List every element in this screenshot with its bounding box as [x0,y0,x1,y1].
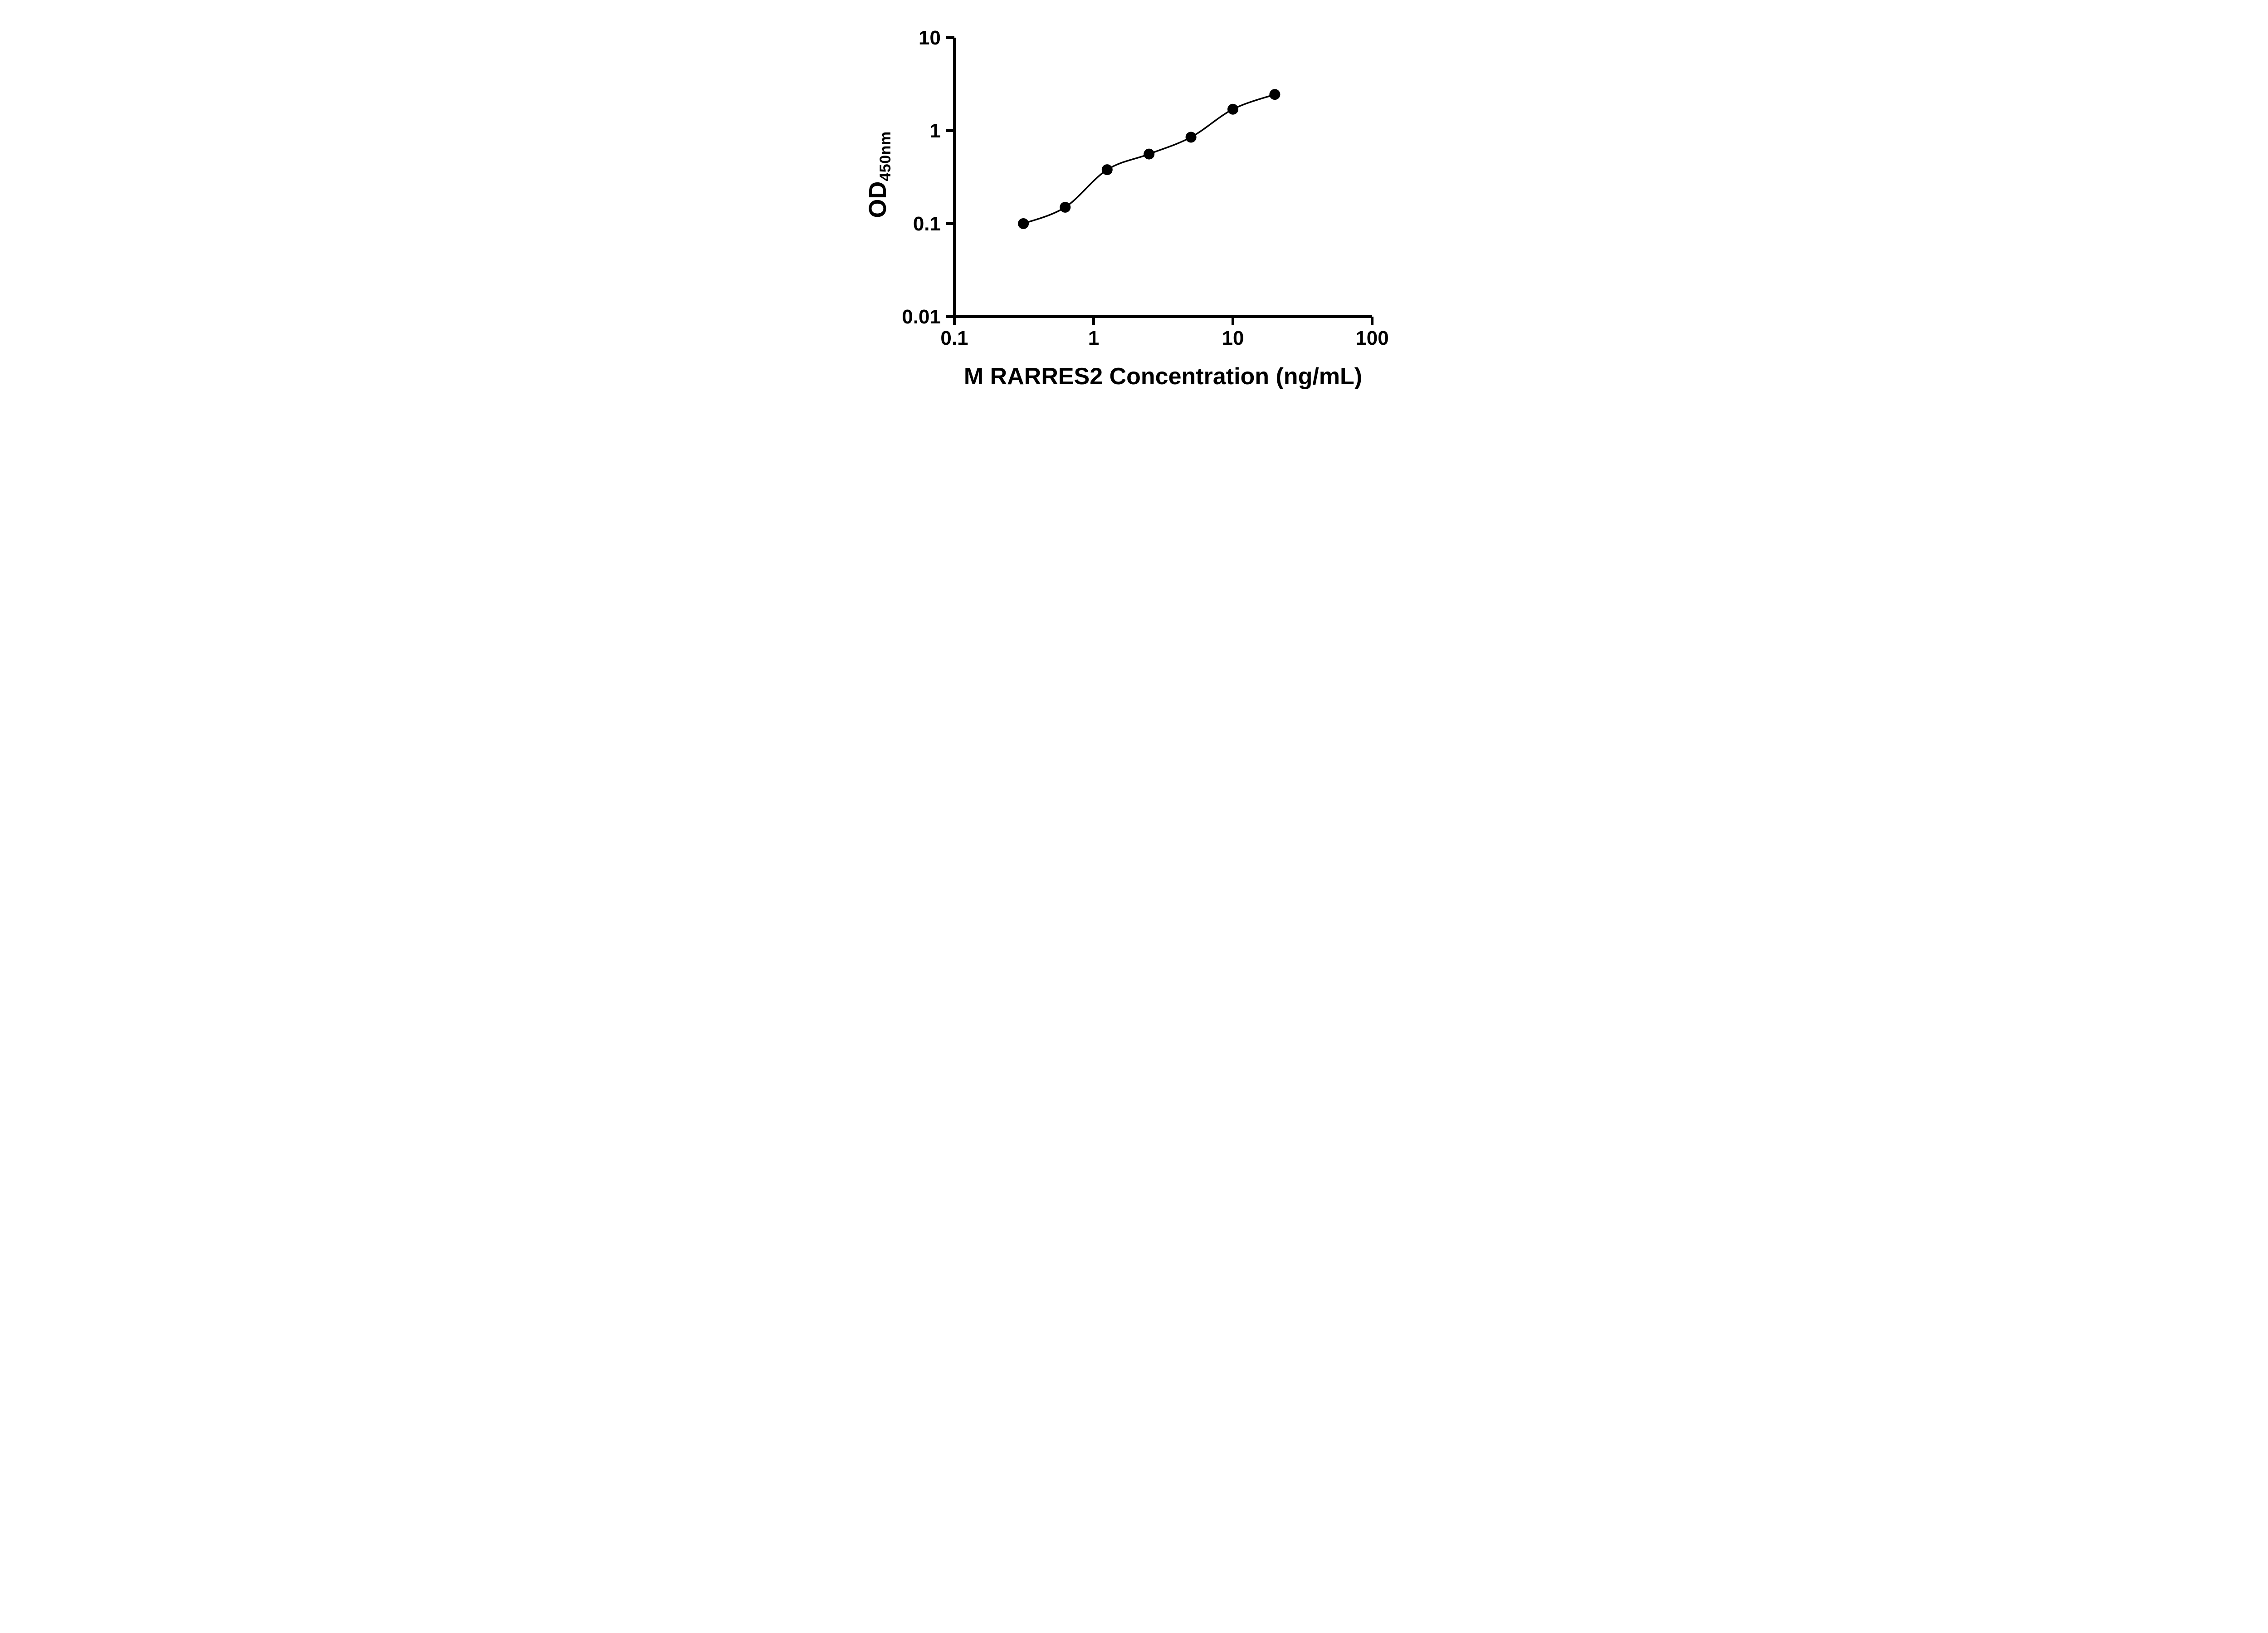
y-axis-title: OD450nm [864,131,894,218]
data-point [1059,201,1070,213]
data-point [1269,89,1280,100]
y-axis-title-main: OD [864,181,891,218]
page: 0.1 1 10 100 0.01 0.1 1 10 M RARRES2 Concentrat… [842,0,1426,408]
y-tick-label: 0.01 [902,306,941,328]
x-tick-label: 1 [1088,327,1099,349]
data-point [1227,103,1238,115]
x-tick-label: 10 [1222,327,1244,349]
y-axis-title-sub: 450nm [876,131,894,181]
data-point [1101,164,1113,176]
y-tick-label: 1 [929,120,940,142]
data-point [1185,132,1197,143]
x-tick-label: 100 [1355,327,1388,349]
y-tick-label: 10 [919,27,941,49]
x-axis-title: M RARRES2 Concentration (ng/mL) [963,363,1363,390]
data-point [1017,218,1029,229]
y-tick-label: 0.1 [913,213,940,235]
data-point [1143,148,1154,160]
standard-curve-chart: 0.1 1 10 100 0.01 0.1 1 10 M RARRES2 Concentrat… [843,0,1426,408]
axes [953,38,1372,318]
x-tick-label: 0.1 [940,327,968,349]
